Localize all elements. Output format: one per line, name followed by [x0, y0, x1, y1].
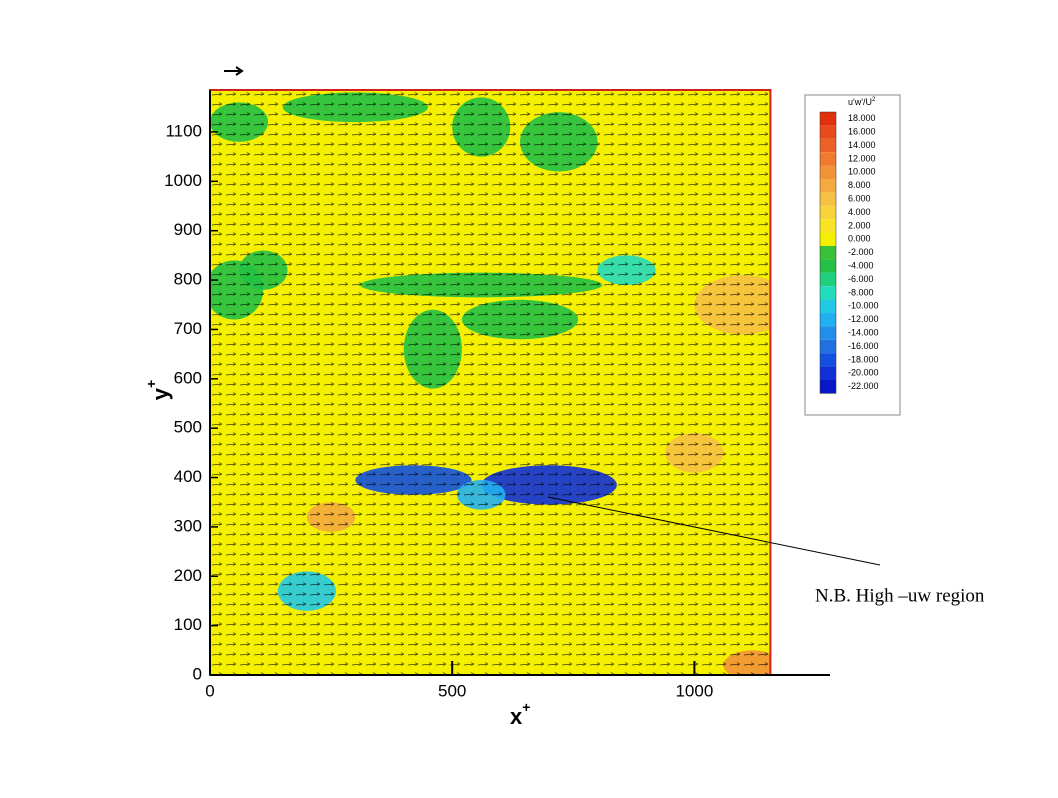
colorbar-label: 8.000	[848, 180, 871, 190]
colorbar-title-main: u'w'/U	[848, 97, 872, 107]
colorbar-swatch	[820, 353, 836, 367]
vector-field	[210, 90, 771, 675]
colorbar-swatch	[820, 313, 836, 327]
y-tick-label: 1100	[165, 121, 202, 140]
colorbar-label: 14.000	[848, 140, 876, 150]
colorbar-swatch	[820, 112, 836, 126]
y-tick-label: 600	[174, 368, 202, 387]
colorbar-swatch	[820, 246, 836, 260]
colorbar-label: -8.000	[848, 287, 874, 297]
colorbar-swatch	[820, 299, 836, 313]
colorbar-label: 0.000	[848, 234, 871, 244]
axes: 0 500 1000 0 100 200 300 400 500 600 700 800 900 1000…	[143, 89, 830, 729]
contour-field	[210, 90, 771, 675]
colorbar-swatch	[820, 339, 836, 354]
colorbar-swatch	[820, 125, 836, 139]
colorbar-title: u'w'/U2	[848, 97, 876, 108]
colorbar-swatch	[820, 366, 836, 380]
colorbar-swatch	[820, 219, 836, 233]
colorbar-label: -4.000	[848, 260, 874, 270]
colorbar-label: -10.000	[848, 301, 879, 311]
colorbar-title-sup: 2	[872, 97, 876, 103]
y-tick-label: 900	[174, 220, 202, 239]
x-axis-label-sup: +	[522, 699, 530, 715]
colorbar-label: -14.000	[848, 327, 879, 337]
colorbar-swatch	[820, 152, 836, 166]
colorbar-label: -6.000	[848, 274, 874, 284]
colorbar-label: 2.000	[848, 220, 871, 230]
colorbar-label: 12.000	[848, 153, 876, 163]
colorbar-label: -18.000	[848, 354, 879, 364]
colorbar-swatch	[820, 192, 836, 206]
colorbar-label: 18.000	[848, 113, 876, 123]
y-tick-label: 0	[193, 664, 202, 683]
colorbar: u'w'/U2 18.000 16.000 14.000 12.000 10.000 8.0…	[819, 97, 879, 394]
y-tick-label: 1000	[164, 171, 202, 190]
y-axis-label-sup: +	[143, 380, 159, 388]
colorbar-swatch	[820, 232, 836, 246]
x-tick-label: 500	[438, 681, 466, 700]
annotation: N.B. High –uw region	[815, 585, 985, 606]
colorbar-swatch	[820, 165, 836, 179]
colorbar-swatch	[820, 179, 836, 193]
y-tick-label: 800	[174, 270, 202, 289]
colorbar-swatch	[820, 326, 836, 340]
colorbar-label: -20.000	[848, 368, 879, 378]
y-tick-label: 400	[174, 467, 202, 486]
colorbar-label: -16.000	[848, 341, 879, 351]
y-tick-label: 300	[174, 516, 202, 535]
colorbar-label: -22.000	[848, 381, 879, 391]
colorbar-label: 4.000	[848, 207, 871, 217]
colorbar-swatch	[820, 205, 836, 220]
colorbar-swatch	[820, 138, 836, 153]
colorbar-label: 10.000	[848, 167, 876, 177]
x-axis-label-main: x	[510, 704, 523, 729]
colorbar-label: -2.000	[848, 247, 874, 257]
y-tick-label: 100	[174, 615, 202, 634]
y-tick-label: 200	[174, 566, 202, 585]
y-tick-label: 500	[174, 418, 202, 437]
colorbar-swatch	[820, 272, 836, 287]
y-axis-label: y+	[143, 380, 173, 400]
colorbar-label: 6.000	[848, 193, 871, 203]
colorbar-label: 16.000	[848, 126, 876, 136]
reference-vector	[224, 66, 244, 76]
colorbar-swatch	[820, 380, 836, 394]
x-axis-label: x+	[510, 699, 530, 729]
y-tick-label: 700	[174, 319, 202, 338]
y-axis-label-main: y	[148, 387, 173, 400]
colorbar-outline	[819, 111, 837, 394]
x-tick-label: 0	[205, 681, 214, 700]
annotation-pointer	[547, 496, 881, 566]
colorbar-swatch	[820, 259, 836, 273]
colorbar-label: -12.000	[848, 314, 879, 324]
colorbar-swatch	[820, 286, 836, 300]
x-tick-label: 1000	[675, 681, 713, 700]
